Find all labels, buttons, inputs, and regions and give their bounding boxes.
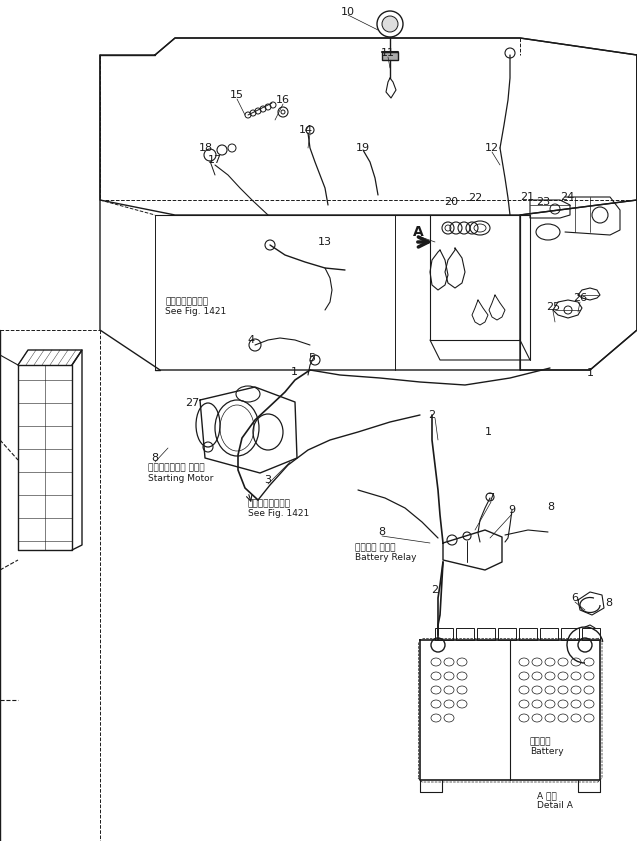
Text: 6: 6	[571, 593, 578, 603]
Bar	[435, 628, 453, 640]
Bar	[456, 628, 474, 640]
Text: 第１４２１図参照: 第１４２１図参照	[248, 500, 291, 509]
Text: 18: 18	[199, 143, 213, 153]
Circle shape	[382, 16, 398, 32]
Text: 19: 19	[356, 143, 370, 153]
Text: 25: 25	[546, 302, 560, 312]
Text: Detail A: Detail A	[537, 801, 573, 811]
Text: 8: 8	[378, 527, 385, 537]
Text: 23: 23	[536, 197, 550, 207]
Text: 16: 16	[276, 95, 290, 105]
Text: 9: 9	[508, 505, 515, 515]
Bar	[382, 52, 398, 60]
Text: 27: 27	[185, 398, 199, 408]
Text: 13: 13	[318, 237, 332, 247]
Text: A 拡大: A 拡大	[537, 791, 557, 801]
Bar	[582, 628, 600, 640]
Text: バッテリ: バッテリ	[530, 738, 552, 747]
Text: 8: 8	[152, 453, 159, 463]
Text: 3: 3	[264, 475, 271, 485]
Bar	[519, 628, 537, 640]
Bar	[477, 628, 495, 640]
Text: 1: 1	[290, 367, 297, 377]
Text: 20: 20	[444, 197, 458, 207]
Text: 1: 1	[485, 427, 492, 437]
Text: Starting Motor: Starting Motor	[148, 473, 213, 483]
Text: 21: 21	[520, 192, 534, 202]
Text: Battery: Battery	[530, 748, 564, 757]
Bar	[498, 628, 516, 640]
Text: 1: 1	[587, 368, 594, 378]
Text: Battery Relay: Battery Relay	[355, 553, 417, 563]
Text: 第１４２１図参照: 第１４２１図参照	[165, 298, 208, 306]
Text: 11: 11	[381, 48, 395, 58]
Text: 22: 22	[468, 193, 482, 203]
Text: 14: 14	[299, 125, 313, 135]
Text: 2: 2	[431, 585, 438, 595]
Bar	[540, 628, 558, 640]
Text: 17: 17	[208, 155, 222, 165]
Text: See Fig. 1421: See Fig. 1421	[248, 510, 309, 519]
Bar	[561, 628, 579, 640]
Text: 7: 7	[487, 493, 494, 503]
Text: 8: 8	[547, 502, 555, 512]
Text: 12: 12	[485, 143, 499, 153]
Text: 8: 8	[605, 598, 613, 608]
Text: バッテリ リレー: バッテリ リレー	[355, 543, 396, 553]
Text: 10: 10	[341, 7, 355, 17]
Text: スターティング モータ: スターティング モータ	[148, 463, 204, 473]
Text: 2: 2	[429, 410, 436, 420]
Text: 24: 24	[560, 192, 574, 202]
Text: See Fig. 1421: See Fig. 1421	[165, 308, 226, 316]
Text: 26: 26	[573, 293, 587, 303]
Text: 4: 4	[247, 335, 255, 345]
Text: A: A	[413, 225, 424, 239]
Text: 5: 5	[308, 353, 315, 363]
Text: 15: 15	[230, 90, 244, 100]
